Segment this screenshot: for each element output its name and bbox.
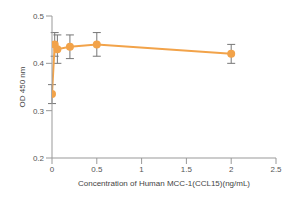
svg-text:1: 1 bbox=[139, 165, 144, 174]
svg-text:Concentration of Human MCC-1(C: Concentration of Human MCC-1(CCL15)(ng/m… bbox=[78, 179, 250, 188]
svg-text:0: 0 bbox=[50, 165, 55, 174]
svg-text:0.5: 0.5 bbox=[91, 165, 103, 174]
svg-text:0.3: 0.3 bbox=[33, 107, 45, 116]
svg-text:2.5: 2.5 bbox=[270, 165, 282, 174]
svg-text:1.5: 1.5 bbox=[181, 165, 193, 174]
svg-text:2: 2 bbox=[229, 165, 234, 174]
svg-text:0.5: 0.5 bbox=[33, 12, 45, 21]
svg-text:0.2: 0.2 bbox=[33, 154, 45, 163]
svg-text:0.4: 0.4 bbox=[33, 59, 45, 68]
svg-text:OD 450 nm: OD 450 nm bbox=[18, 66, 27, 107]
